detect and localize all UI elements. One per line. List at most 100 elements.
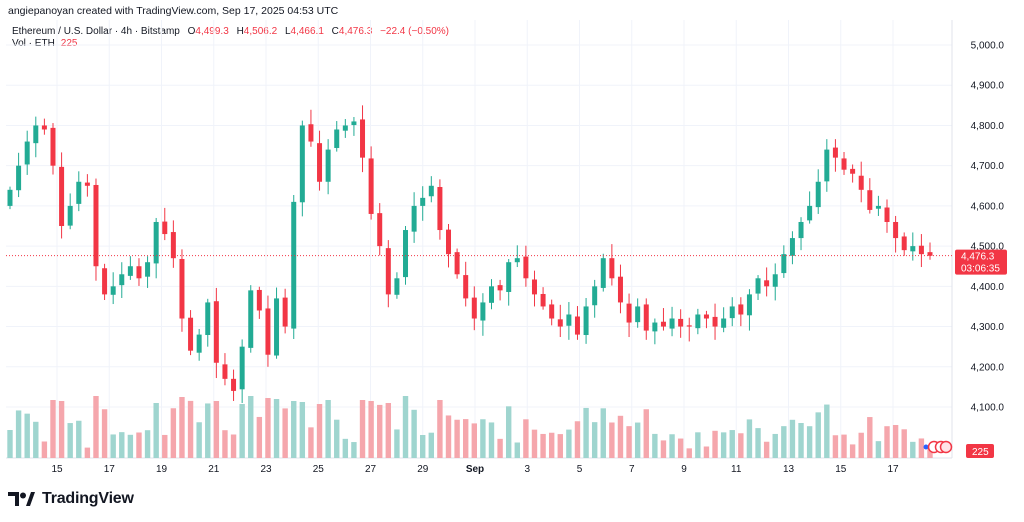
candle-body [248, 290, 254, 348]
volume-bar [334, 419, 340, 458]
volume-bar [531, 429, 538, 458]
volume-bar [445, 415, 452, 458]
volume-bar [841, 434, 847, 458]
volume-bar [41, 441, 48, 458]
tradingview-logo[interactable]: TradingView [8, 490, 134, 508]
open-label: O [187, 26, 196, 37]
volume-bar [394, 429, 400, 458]
candle-body [437, 186, 443, 231]
volume-bar [566, 429, 572, 458]
candle-body [239, 346, 245, 390]
volume-bar [359, 400, 366, 458]
volume-bar [230, 434, 237, 458]
volume-bar [454, 419, 460, 458]
high-value: 4,506.2 [243, 26, 278, 37]
candle-body [901, 236, 907, 251]
candle-body [660, 321, 666, 327]
candle-body [136, 266, 142, 279]
flag-icon [927, 440, 941, 454]
volume-bar [918, 438, 925, 458]
candle-body [858, 175, 864, 190]
candle-body [497, 285, 503, 291]
candle-body [231, 378, 237, 391]
volume-bar [316, 404, 323, 458]
candle-body [824, 149, 830, 182]
volume-bar [858, 432, 864, 458]
attribution-text: angiepanoyan created with TradingView.co… [8, 5, 339, 17]
low-label: L [284, 26, 291, 37]
volume-bar [686, 448, 692, 458]
volume-bar [153, 403, 159, 458]
volume-bar [600, 408, 606, 458]
candle-body [7, 189, 13, 206]
candle-body [162, 221, 168, 235]
volume-bar [626, 426, 632, 458]
candle-body [918, 245, 924, 255]
candle-body [772, 274, 778, 287]
volume-bar [488, 422, 495, 458]
volume-bar [514, 442, 520, 458]
volume-label[interactable]: Vol · ETH [12, 38, 55, 49]
candle-body [789, 238, 795, 256]
candle-body [119, 274, 125, 286]
y-tick-label: 4,400.0 [971, 282, 1005, 293]
candle-body [33, 125, 39, 144]
candle-body [506, 262, 512, 292]
y-tick-label: 4,100.0 [971, 403, 1005, 414]
candle-body [617, 276, 623, 303]
candle-body [574, 316, 580, 335]
volume-bar [772, 433, 778, 458]
candle-body [652, 322, 658, 332]
x-tick-label: 17 [887, 464, 899, 475]
volume-bar [385, 403, 392, 458]
volume-bar [540, 433, 546, 458]
y-tick-label: 4,200.0 [971, 362, 1005, 373]
volume-bar [368, 401, 374, 458]
candle-body [884, 207, 890, 222]
candle-body [721, 318, 727, 328]
volume-bar [497, 438, 503, 458]
y-tick-label: 4,900.0 [971, 81, 1005, 92]
candle-body [600, 258, 606, 288]
volume-bar [187, 400, 194, 458]
volume-tag: 225 [972, 447, 989, 458]
flag-icon [934, 440, 948, 454]
candle-body [368, 158, 374, 214]
volume-bar [574, 421, 581, 458]
candle-body [325, 149, 331, 182]
candle-body [540, 293, 546, 307]
symbol-name[interactable]: Ethereum / U.S. Dollar · 4h · Bitstamp [12, 26, 180, 37]
volume-bar [910, 441, 916, 458]
volume-bar [695, 432, 701, 458]
x-tick-label: 21 [208, 464, 220, 475]
candle-body [832, 147, 838, 158]
candle-body [893, 221, 899, 239]
volume-value: 225 [60, 38, 78, 49]
volume-tag-bg [966, 444, 994, 458]
close-value: 4,476.3 [338, 26, 373, 37]
volume-bar [583, 407, 589, 458]
candle-body [76, 181, 82, 204]
volume-bar [892, 425, 899, 458]
candle-body [875, 205, 881, 209]
volume-bar [789, 419, 796, 458]
volume-bar [342, 438, 349, 458]
candle-body [592, 286, 598, 306]
volume-bar [720, 432, 727, 458]
volume-bar [634, 422, 641, 458]
open-value: 4,499.3 [195, 26, 229, 37]
volume-bar [33, 421, 39, 458]
volume-bar [213, 401, 220, 458]
candle-body [463, 275, 469, 299]
candle-body [531, 279, 537, 295]
volume-bar [901, 429, 907, 458]
candle-body [703, 314, 709, 319]
volume-bar [24, 413, 30, 458]
candle-body [635, 306, 641, 323]
candle-body [764, 280, 770, 287]
x-tick-label: 13 [783, 464, 795, 475]
x-tick-label: 29 [417, 464, 429, 475]
candle-body [583, 306, 589, 336]
y-tick-label: 4,700.0 [971, 161, 1005, 172]
